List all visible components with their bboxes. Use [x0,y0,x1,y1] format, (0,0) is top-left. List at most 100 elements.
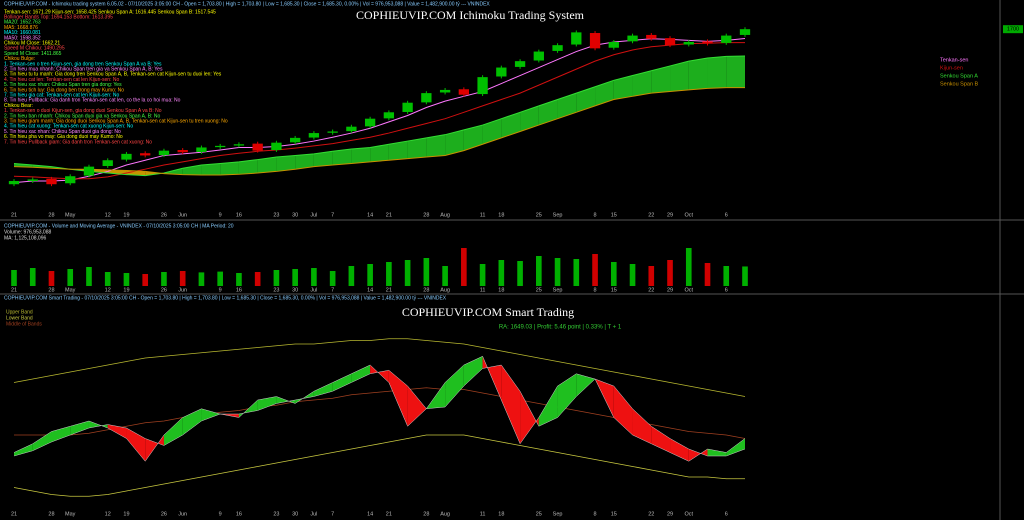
ribbon [557,373,577,418]
ribbon [313,382,333,397]
x-tick-label: 12 [105,212,111,218]
volume-bar [610,262,617,286]
volume-bar [536,256,542,286]
x-tick-label: 15 [611,212,617,218]
annotation: 6. Tin hieu pha vo may: Gia dong duoi ma… [4,134,123,140]
volume-bar [273,270,280,286]
annotation: MA20: 1652.763 [4,20,41,26]
ribbon [632,408,652,444]
candle-body [627,35,638,42]
ribbon [238,400,258,418]
annotation: 1. Tenkan-sen o duoi Kijun-sen, gia dong… [4,108,162,114]
annotation: 8. Tin hieu Pullback: Gia danh tron Tenk… [4,98,181,104]
pane-header: COPHIEUVIP.COM Smart Trading - 07/10/202… [4,294,447,301]
volume-bar [404,260,411,286]
x-tick-label: 15 [611,287,617,293]
x-tick-label: 28 [48,511,54,517]
cloud [576,86,596,113]
volume-bar [573,259,580,286]
annotation: 5. Tin hieu xac nhan: Chikou Span tren g… [4,82,122,88]
cloud [238,159,258,175]
x-tick-label: 11 [480,287,486,293]
cloud [463,125,483,151]
x-tick-label: 14 [367,287,373,293]
volume-bar [423,258,430,286]
annotation: 7. Tin hieu Pullback giam: Gia danh tron… [4,139,152,145]
x-tick-label: Sep [553,212,563,218]
candle-body [140,153,151,156]
cloud [595,80,614,106]
candle-body [177,150,188,153]
volume-bar [161,272,167,286]
x-tick-label: 9 [219,287,222,293]
x-tick-label: 6 [725,511,728,517]
x-tick-label: 29 [667,511,673,517]
volume-bar [742,266,748,286]
x-tick-label: 29 [667,212,673,218]
line [13,87,745,176]
x-tick-label: 14 [367,212,373,218]
cloud [445,129,464,156]
annotation: Volume: 976,953,088 [4,229,51,235]
legend-label: Tenkan-sen [940,57,968,63]
ribbon [576,373,596,397]
candle-body [571,32,582,45]
x-tick-label: Jun [178,212,187,218]
x-tick-label: 28 [48,212,54,218]
x-tick-label: 16 [236,212,242,218]
x-tick-label: 9 [219,212,222,218]
x-tick-label: Sep [553,511,563,517]
candle-body [252,143,263,151]
x-tick-label: May [65,212,76,218]
candle-body [346,126,357,132]
x-tick-label: Aug [440,212,450,218]
candle-body [664,38,676,46]
x-tick-label: 11 [480,511,486,517]
annotation: Chikou M Close: 1662.21 [4,41,60,47]
x-tick-label: 18 [498,511,504,517]
volume-bar [292,269,298,286]
candle-body [271,142,282,151]
candle-body [65,176,76,184]
volume-bar [704,263,711,286]
x-tick-label: 6 [725,287,728,293]
volume-bar [723,266,730,286]
x-tick-label: 25 [536,212,542,218]
candle-body [739,29,751,35]
x-tick-label: May [65,511,76,517]
x-tick-label: 26 [161,212,167,218]
volume-bar [554,258,561,286]
x-tick-label: 21 [386,511,392,517]
ribbon [332,373,352,392]
annotation: 1. Tenkan-sen o tren Kijun-sen, gia dong… [4,61,162,67]
ribbon [351,365,371,383]
annotation: 2. Tin hieu mua nhanh: Chikou Span tren … [4,67,163,73]
x-tick-label: 22 [648,212,654,218]
x-tick-label: 21 [386,287,392,293]
line [13,55,746,177]
volume-bar [254,272,261,286]
cloud [482,118,502,145]
candle-body [552,45,563,51]
x-tick-label: 14 [367,511,373,517]
x-tick-label: 16 [236,511,242,517]
x-tick-label: Sep [553,287,563,293]
x-tick-label: 21 [386,212,392,218]
x-tick-label: Jun [178,511,187,517]
volume-bar [498,260,505,286]
x-tick-label: 8 [594,287,597,293]
cloud [276,155,296,172]
x-tick-label: Jul [310,212,317,218]
volume-bar [592,254,598,286]
candle-body [683,41,694,45]
x-tick-label: 7 [331,212,334,218]
x-tick-label: 12 [105,287,111,293]
cloud [351,147,371,164]
line [13,37,746,184]
cloud [313,151,333,167]
annotation: 5. Tin hieu xac nhan: Chikou Span duoi g… [4,129,121,135]
x-tick-label: 19 [123,287,129,293]
ribbon [14,443,33,456]
annotation: MA5: 1668.876 [4,25,38,31]
